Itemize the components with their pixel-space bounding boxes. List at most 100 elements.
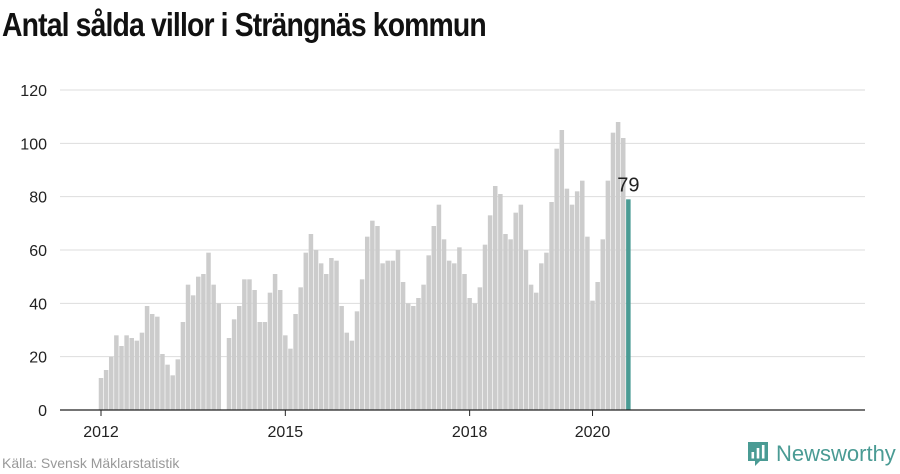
bar	[283, 335, 288, 410]
bar	[462, 274, 467, 410]
brand-logo: Newsworthy	[746, 440, 896, 468]
bar	[390, 260, 396, 410]
x-tick-label: 2015	[268, 424, 304, 441]
bar	[503, 234, 508, 410]
bar	[605, 180, 611, 410]
bar	[441, 239, 447, 410]
bar	[103, 370, 109, 410]
bar	[298, 287, 303, 410]
bar	[416, 298, 421, 410]
bar	[175, 359, 181, 410]
bar	[349, 340, 355, 410]
bar	[518, 204, 524, 410]
source-note: Källa: Svensk Mäklarstatistik	[2, 455, 180, 471]
bar	[549, 202, 554, 410]
bar	[293, 314, 298, 410]
bar	[119, 346, 124, 410]
bar	[498, 194, 503, 410]
bar	[236, 306, 242, 410]
bar	[411, 306, 416, 410]
bar	[129, 338, 134, 410]
bar	[395, 250, 401, 410]
y-tick-label: 60	[29, 243, 47, 260]
bar	[318, 263, 324, 410]
bar	[308, 234, 314, 410]
bar	[139, 332, 145, 410]
newsworthy-logo-icon	[748, 442, 768, 466]
highlight-value-label: 79	[617, 174, 639, 196]
bar	[436, 204, 442, 410]
y-tick-label: 80	[29, 190, 47, 207]
bar	[380, 263, 385, 410]
y-axis-ticks: 0 20 40 60 80 100 120	[20, 83, 47, 420]
x-tick-label: 2018	[452, 424, 488, 441]
y-tick-label: 0	[38, 403, 47, 420]
bar	[585, 236, 590, 410]
bar	[206, 252, 211, 410]
bar	[134, 340, 140, 410]
bar	[405, 303, 411, 410]
bar	[124, 335, 129, 410]
bar	[487, 215, 493, 410]
bar	[303, 252, 309, 410]
bar	[620, 138, 626, 410]
bar	[467, 298, 472, 410]
bar	[354, 311, 360, 410]
bar	[247, 279, 252, 410]
bar	[569, 204, 575, 410]
x-tick-label: 2020	[575, 424, 611, 441]
bar	[149, 314, 155, 410]
bar	[528, 284, 534, 410]
bar	[324, 274, 329, 410]
bar	[492, 186, 498, 410]
bar	[359, 279, 365, 410]
bar	[370, 220, 375, 410]
bar	[216, 303, 222, 410]
bar	[559, 130, 565, 410]
bar	[201, 274, 206, 410]
bar	[421, 284, 426, 410]
bar	[170, 375, 175, 410]
bar	[600, 239, 606, 410]
bar	[108, 356, 114, 410]
bar	[313, 250, 319, 410]
bar	[615, 122, 621, 410]
bar	[472, 303, 478, 410]
bar	[482, 244, 488, 410]
bar	[231, 319, 237, 410]
bar	[226, 338, 232, 410]
bar	[513, 212, 518, 410]
bar	[400, 282, 406, 410]
bar	[595, 282, 600, 410]
bar	[262, 322, 268, 410]
bar	[580, 180, 585, 410]
bar	[539, 263, 544, 410]
bar	[385, 260, 390, 410]
bar	[426, 255, 431, 410]
bar	[165, 364, 170, 410]
y-tick-label: 100	[20, 136, 47, 153]
bar	[477, 287, 483, 410]
bar-highlight	[626, 199, 631, 410]
bar	[144, 306, 150, 410]
bar	[431, 226, 437, 410]
bar	[160, 354, 165, 410]
bar	[267, 292, 273, 410]
bar	[564, 188, 570, 410]
bar	[554, 148, 559, 410]
bar	[508, 239, 513, 410]
bar	[610, 132, 616, 410]
bar	[329, 258, 334, 410]
bar	[457, 247, 462, 410]
bar	[252, 290, 257, 410]
bars	[98, 122, 631, 410]
y-tick-label: 40	[29, 296, 47, 313]
bar	[180, 322, 186, 410]
chart-title: Antal sålda villor i Strängnäs kommun	[2, 6, 487, 43]
bar	[277, 290, 283, 410]
bar	[288, 348, 293, 410]
bar	[196, 276, 201, 410]
bar	[114, 335, 119, 410]
bar	[272, 274, 278, 410]
